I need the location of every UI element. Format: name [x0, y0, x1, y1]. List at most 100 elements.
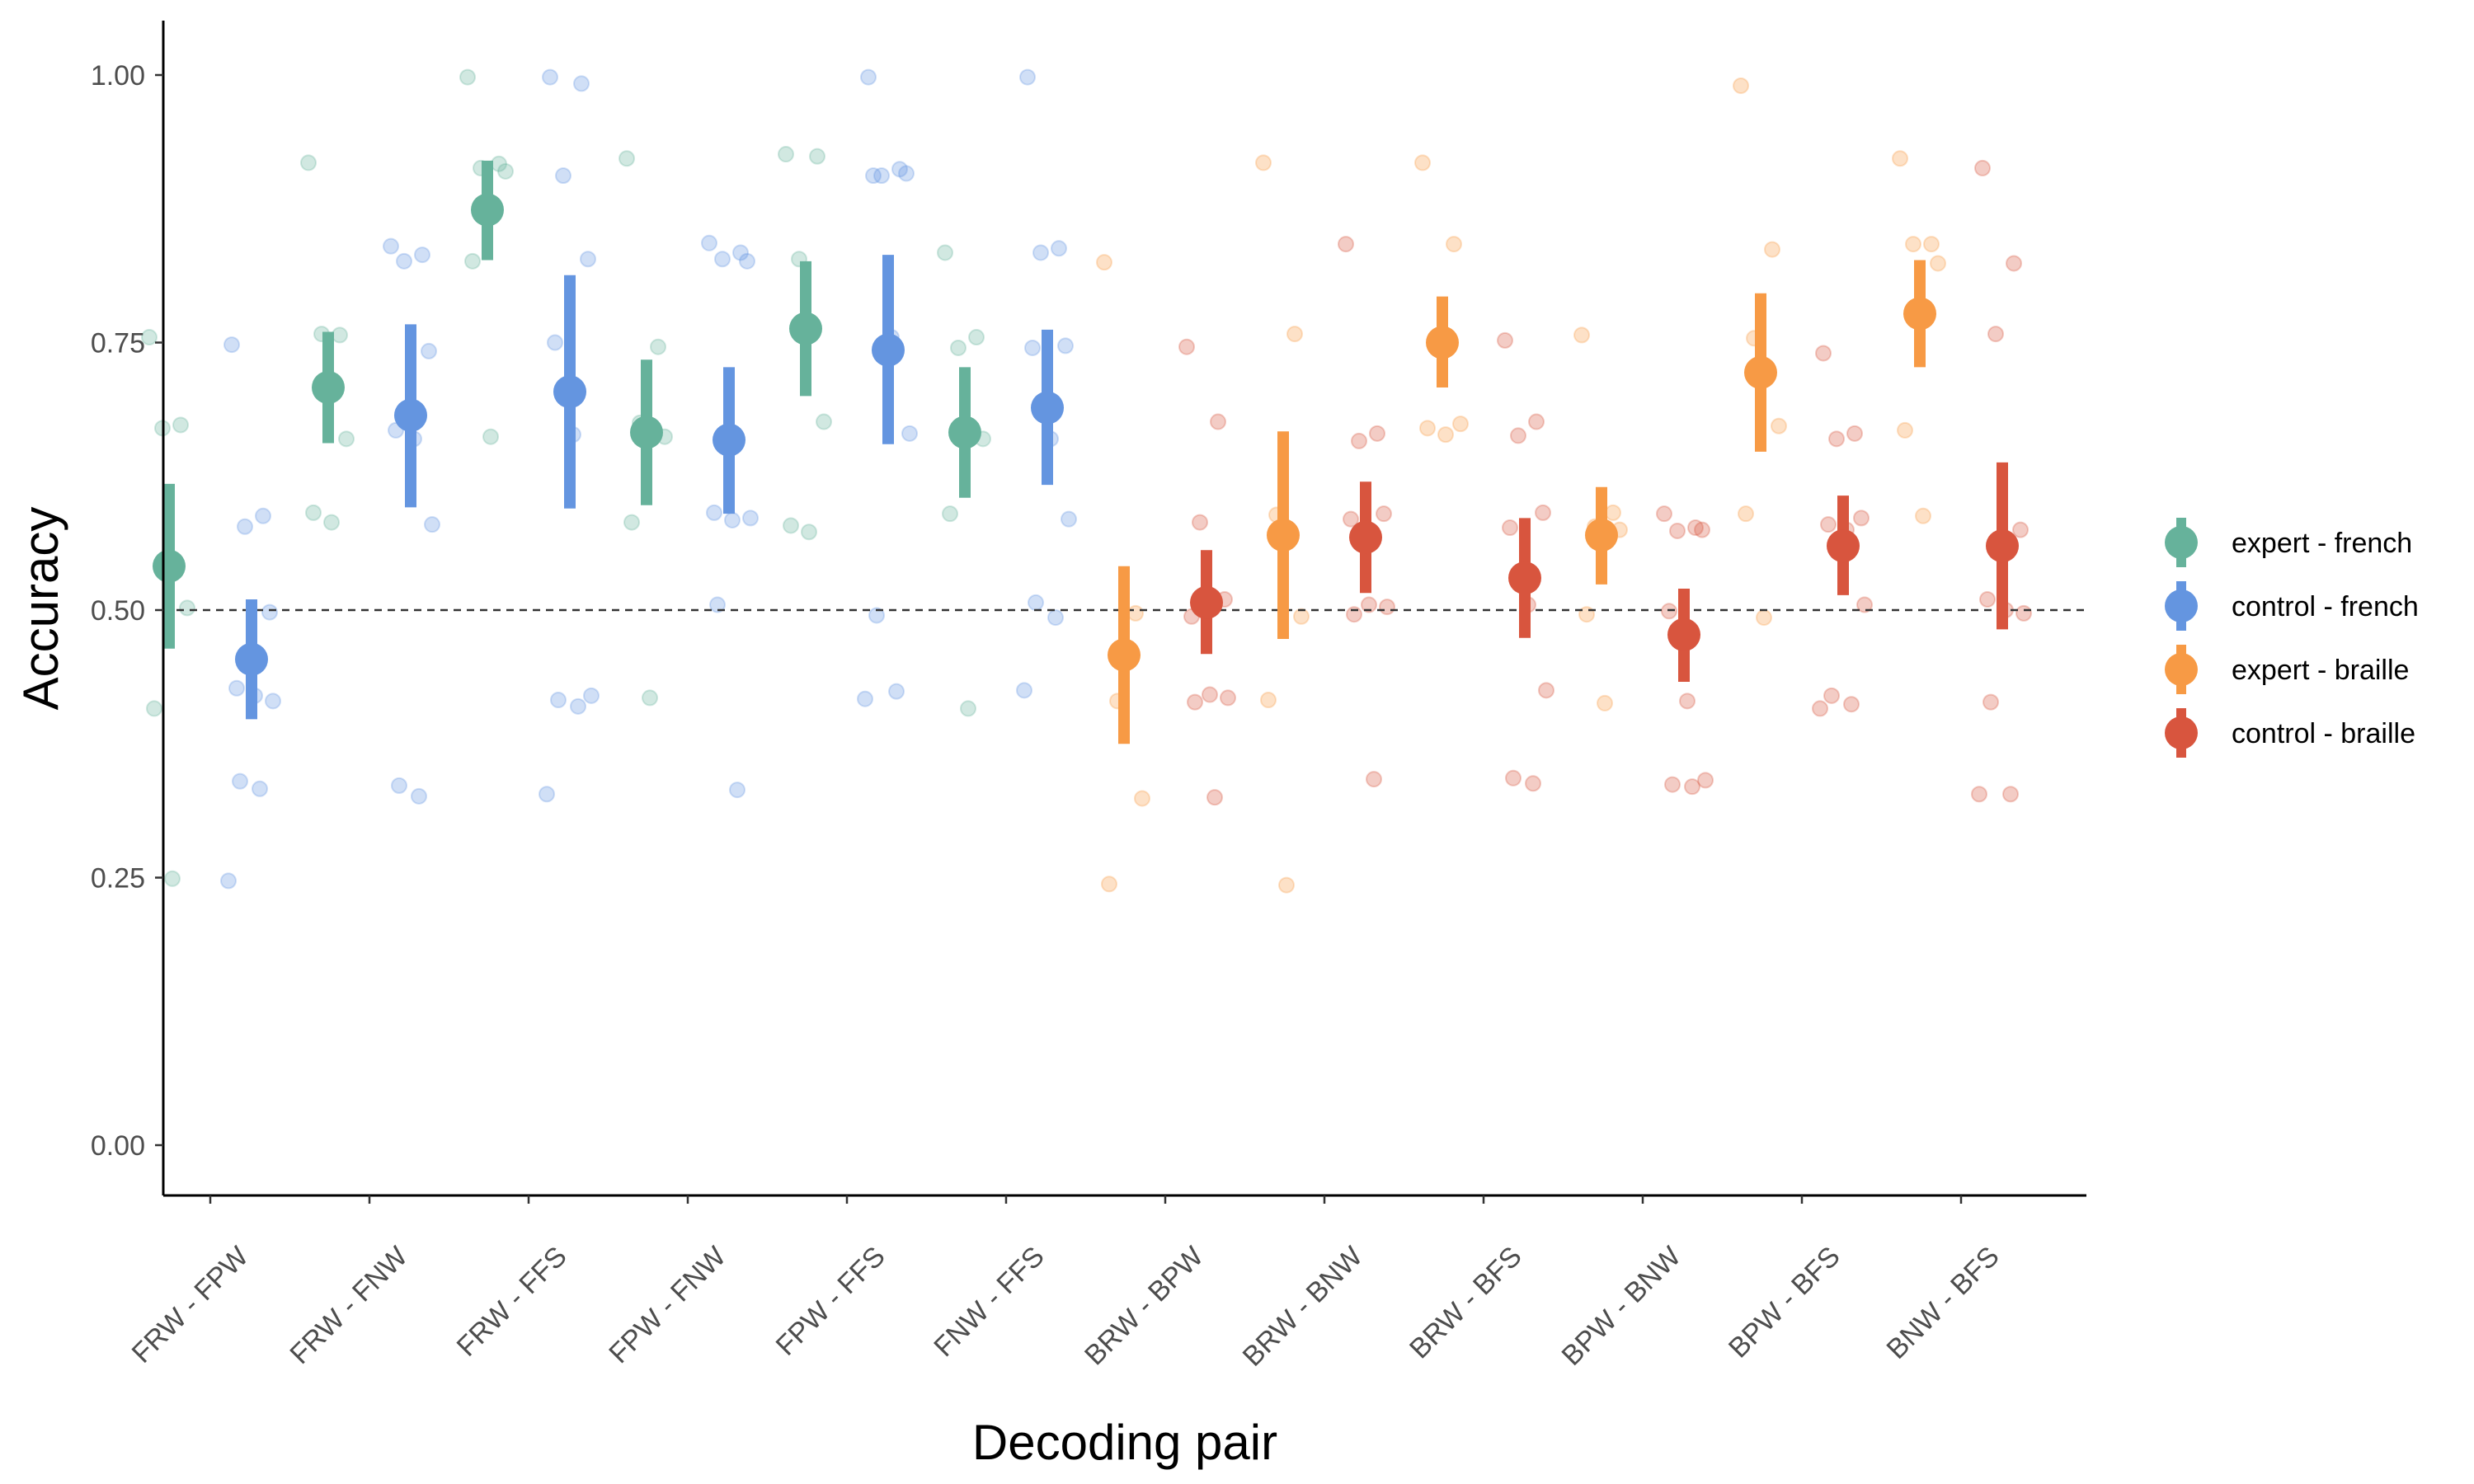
individual-point — [1820, 516, 1837, 533]
individual-point — [2015, 604, 2032, 622]
individual-point — [1843, 696, 1860, 713]
summary-layer — [153, 160, 2019, 744]
individual-point — [1127, 604, 1144, 622]
individual-point — [1178, 338, 1195, 355]
mean-point — [394, 398, 427, 432]
individual-point — [1697, 772, 1714, 789]
individual-point — [857, 690, 873, 707]
individual-point — [888, 683, 905, 700]
individual-point — [542, 68, 558, 86]
legend-label: expert - french — [2232, 528, 2412, 559]
individual-point — [1061, 510, 1077, 528]
individual-point — [1101, 876, 1117, 893]
individual-point — [650, 338, 666, 355]
individual-point — [1051, 240, 1067, 257]
individual-point — [1823, 687, 1840, 704]
individual-point — [383, 237, 399, 255]
individual-points-layer — [141, 68, 2032, 894]
individual-point — [1694, 521, 1710, 538]
individual-point — [1828, 430, 1845, 448]
individual-point — [898, 165, 915, 182]
individual-point — [1293, 608, 1310, 625]
individual-point — [937, 244, 953, 261]
individual-point — [1846, 425, 1863, 442]
individual-point — [1278, 876, 1295, 894]
individual-point — [1915, 507, 1931, 524]
individual-point — [1255, 154, 1272, 171]
individual-point — [141, 329, 158, 346]
y-tick-label: 0.00 — [91, 1130, 145, 1162]
individual-point — [1597, 694, 1613, 711]
individual-point — [255, 507, 271, 524]
individual-point — [1664, 776, 1681, 793]
individual-point — [2012, 521, 2029, 538]
individual-point — [1032, 244, 1049, 261]
individual-point — [1134, 790, 1150, 807]
individual-point — [421, 342, 437, 359]
individual-point — [411, 787, 427, 805]
individual-point — [464, 252, 481, 270]
individual-point — [1024, 339, 1041, 356]
individual-point — [1505, 769, 1522, 787]
individual-point — [1351, 432, 1367, 449]
individual-point — [539, 786, 555, 803]
individual-point — [783, 517, 799, 534]
individual-point — [1812, 700, 1828, 717]
individual-point — [860, 68, 877, 86]
mean-point — [1349, 520, 1382, 554]
mean-point — [1744, 355, 1777, 389]
individual-point — [865, 167, 882, 185]
mean-point — [1827, 529, 1860, 563]
individual-point — [1502, 519, 1518, 537]
individual-point — [332, 326, 348, 344]
individual-point — [1528, 413, 1545, 430]
mean-point — [1903, 297, 1936, 331]
mean-point — [1508, 561, 1541, 595]
mean-point — [948, 416, 981, 449]
legend-label: control - braille — [2232, 718, 2415, 749]
mean-point — [1986, 529, 2019, 563]
individual-point — [1982, 693, 1999, 711]
individual-point — [1202, 686, 1218, 703]
individual-point — [1738, 505, 1754, 523]
individual-point — [960, 700, 976, 717]
individual-point — [179, 599, 195, 617]
legend-key-point — [2165, 653, 2198, 686]
mean-point — [553, 375, 586, 409]
legend-key-point — [2165, 716, 2198, 749]
individual-point — [1756, 609, 1772, 627]
individual-point — [873, 167, 890, 185]
individual-point — [1974, 159, 1991, 176]
individual-point — [482, 428, 499, 445]
individual-point — [739, 252, 755, 270]
individual-point — [1764, 241, 1780, 258]
individual-point — [816, 413, 832, 430]
individual-point — [809, 148, 825, 165]
individual-point — [232, 773, 248, 790]
individual-point — [1028, 594, 1044, 611]
individual-point — [1446, 236, 1462, 253]
individual-point — [1687, 519, 1704, 537]
mean-point — [312, 371, 345, 405]
individual-point — [1338, 236, 1354, 253]
individual-point — [1286, 326, 1303, 343]
legend-key-point — [2165, 526, 2198, 559]
individual-point — [1987, 326, 2004, 343]
individual-point — [1679, 693, 1696, 710]
individual-point — [1923, 236, 1940, 253]
individual-point — [424, 516, 440, 533]
individual-point — [1979, 591, 1996, 608]
individual-point — [1019, 68, 1036, 86]
individual-point — [742, 510, 759, 527]
mean-point — [1585, 519, 1618, 552]
individual-point — [305, 504, 322, 521]
individual-point — [968, 329, 985, 346]
individual-point — [623, 514, 640, 531]
legend-label: control - french — [2232, 591, 2419, 622]
individual-point — [1815, 345, 1832, 362]
individual-point — [1510, 427, 1526, 444]
y-tick-label: 0.75 — [91, 328, 145, 359]
individual-point — [1187, 693, 1203, 711]
mean-point — [1667, 618, 1700, 651]
